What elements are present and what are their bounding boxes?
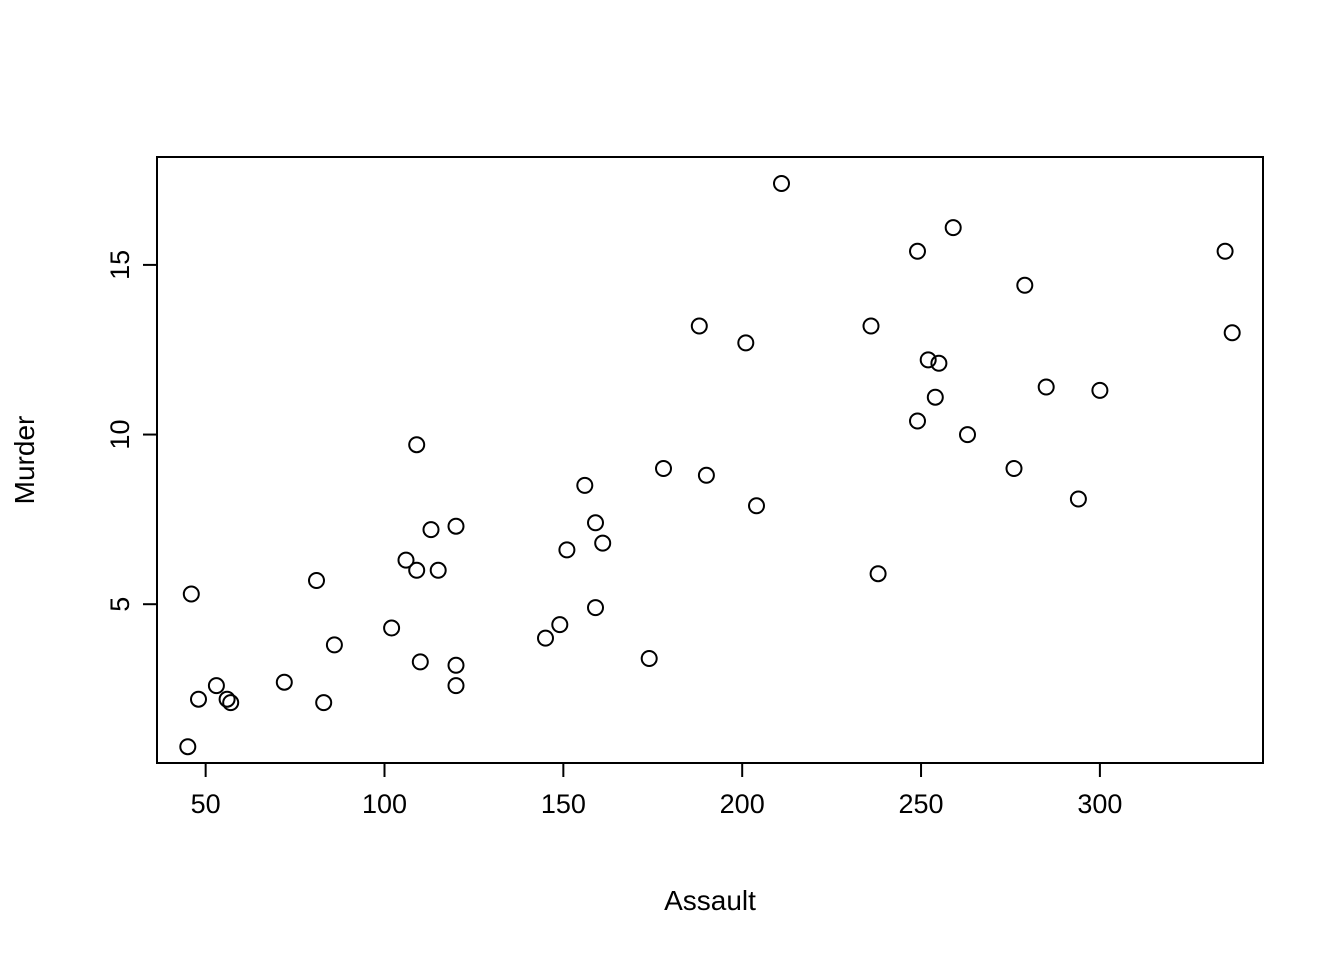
data-point	[640, 650, 658, 667]
data-point	[1016, 276, 1034, 294]
data-point	[576, 476, 594, 494]
data-point	[537, 629, 554, 647]
data-point	[308, 572, 325, 589]
data-point	[1005, 460, 1023, 477]
data-point	[959, 426, 976, 444]
data-point	[429, 561, 447, 579]
data-point	[207, 677, 225, 695]
data-point	[587, 514, 604, 532]
data-point	[944, 219, 962, 237]
data-point	[930, 354, 948, 372]
data-point	[218, 690, 236, 708]
data-point	[397, 551, 415, 569]
data-point	[179, 738, 197, 756]
data-point	[697, 466, 715, 484]
data-point	[909, 412, 926, 430]
data-point	[447, 656, 465, 674]
data-point	[862, 317, 880, 335]
y-tick-label: 10	[105, 420, 135, 450]
data-point	[447, 677, 465, 695]
x-tick-label: 150	[541, 789, 586, 819]
data-point	[222, 694, 240, 712]
y-tick-label: 5	[105, 597, 135, 612]
data-point	[748, 497, 765, 515]
x-tick-label: 200	[720, 789, 765, 819]
data-point	[655, 460, 672, 477]
data-point	[1216, 242, 1234, 260]
data-point	[690, 317, 708, 335]
data-point	[1091, 381, 1109, 399]
data-point	[408, 436, 426, 454]
data-point	[325, 636, 343, 654]
x-tick-label: 50	[191, 789, 221, 819]
y-tick-label: 15	[105, 250, 135, 280]
data-point	[1223, 324, 1241, 342]
x-tick-label: 300	[1077, 789, 1122, 819]
data-point	[315, 694, 333, 712]
data-point	[1069, 490, 1087, 508]
points-layer	[179, 175, 1241, 756]
y-axis: 5 10 15	[105, 250, 157, 612]
data-point	[587, 599, 604, 617]
data-point	[383, 619, 401, 637]
data-point	[594, 534, 612, 552]
data-point	[558, 541, 576, 559]
data-point	[190, 690, 207, 708]
data-point	[926, 388, 944, 406]
data-point	[869, 565, 887, 583]
plot-frame	[156, 156, 1264, 764]
data-point	[275, 673, 293, 691]
data-point	[919, 351, 937, 369]
x-tick-label: 250	[899, 789, 944, 819]
data-point	[551, 616, 569, 634]
data-point	[422, 521, 440, 539]
data-point	[408, 561, 426, 579]
data-point	[447, 517, 465, 535]
x-axis-title: Assault	[664, 885, 756, 916]
x-axis: 50 100 150 200 250 300	[191, 763, 1122, 819]
data-point	[737, 334, 755, 352]
data-point	[182, 585, 200, 603]
y-axis-title: Murder	[9, 416, 40, 505]
data-point	[773, 175, 790, 192]
data-point	[1037, 378, 1055, 396]
data-point	[411, 653, 429, 671]
x-tick-label: 100	[362, 789, 407, 819]
data-point	[909, 242, 926, 260]
